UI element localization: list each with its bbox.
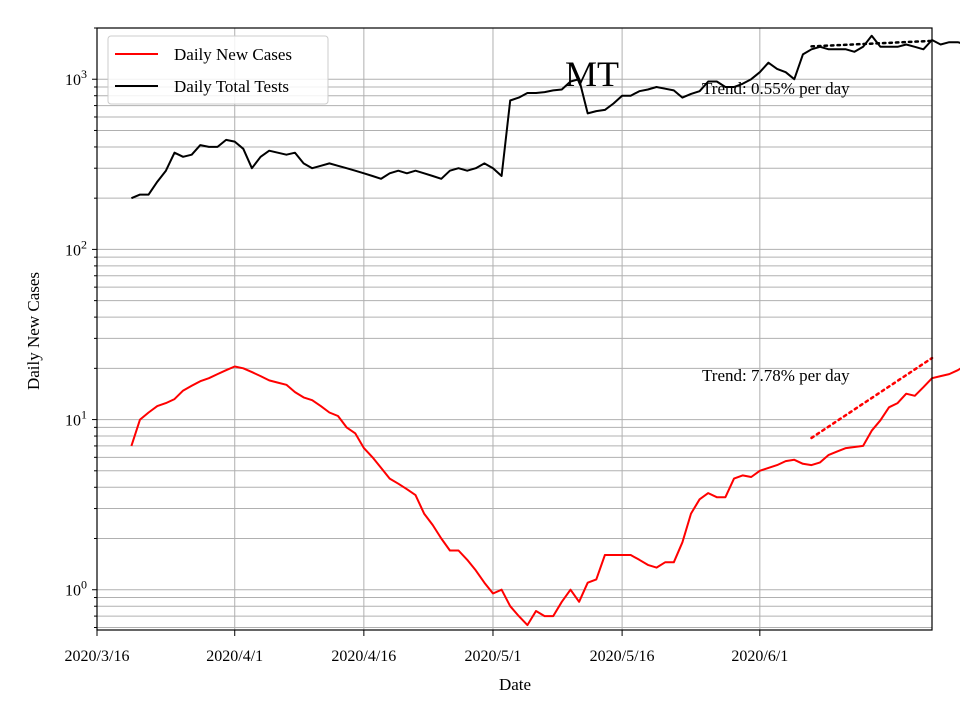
series-line-daily-total-tests [131, 34, 960, 200]
y-axis-label: Daily New Cases [24, 272, 43, 390]
chart-title: MT [565, 54, 619, 94]
series-line-daily-new-cases [130, 365, 960, 627]
grid-lines [97, 27, 932, 630]
trend-annotation-tests: Trend: 0.55% per day [702, 79, 850, 98]
trend-line-tests [810, 39, 934, 48]
y-tick-label: 103 [65, 67, 87, 89]
y-tick-label: 102 [65, 237, 87, 259]
trend-annotation-cases: Trend: 7.78% per day [702, 366, 850, 385]
x-tick-label: 2020/4/1 [206, 648, 263, 665]
x-axis-label: Date [499, 675, 531, 694]
trend-line-cases [810, 356, 934, 440]
y-tick-label: 101 [65, 408, 87, 430]
x-tick-label: 2020/4/16 [331, 648, 396, 665]
y-tick-label: 100 [65, 578, 87, 600]
x-tick-label: 2020/6/1 [731, 648, 788, 665]
x-tick-label: 2020/5/1 [465, 648, 522, 665]
legend-label-cases: Daily New Cases [174, 45, 292, 64]
legend-label-tests: Daily Total Tests [174, 77, 289, 96]
plot-frame [96, 27, 933, 631]
x-tick-label: 2020/3/16 [65, 648, 130, 665]
legend: Daily New Cases Daily Total Tests [107, 35, 329, 105]
series-lines [130, 34, 960, 627]
trend-lines [810, 39, 934, 440]
legend-box [107, 35, 329, 105]
axis-ticks: 100 101 102 103 2020/3/16 2020/4/1 2020/4/16 20… [65, 27, 788, 665]
x-tick-label: 2020/5/16 [590, 648, 655, 665]
